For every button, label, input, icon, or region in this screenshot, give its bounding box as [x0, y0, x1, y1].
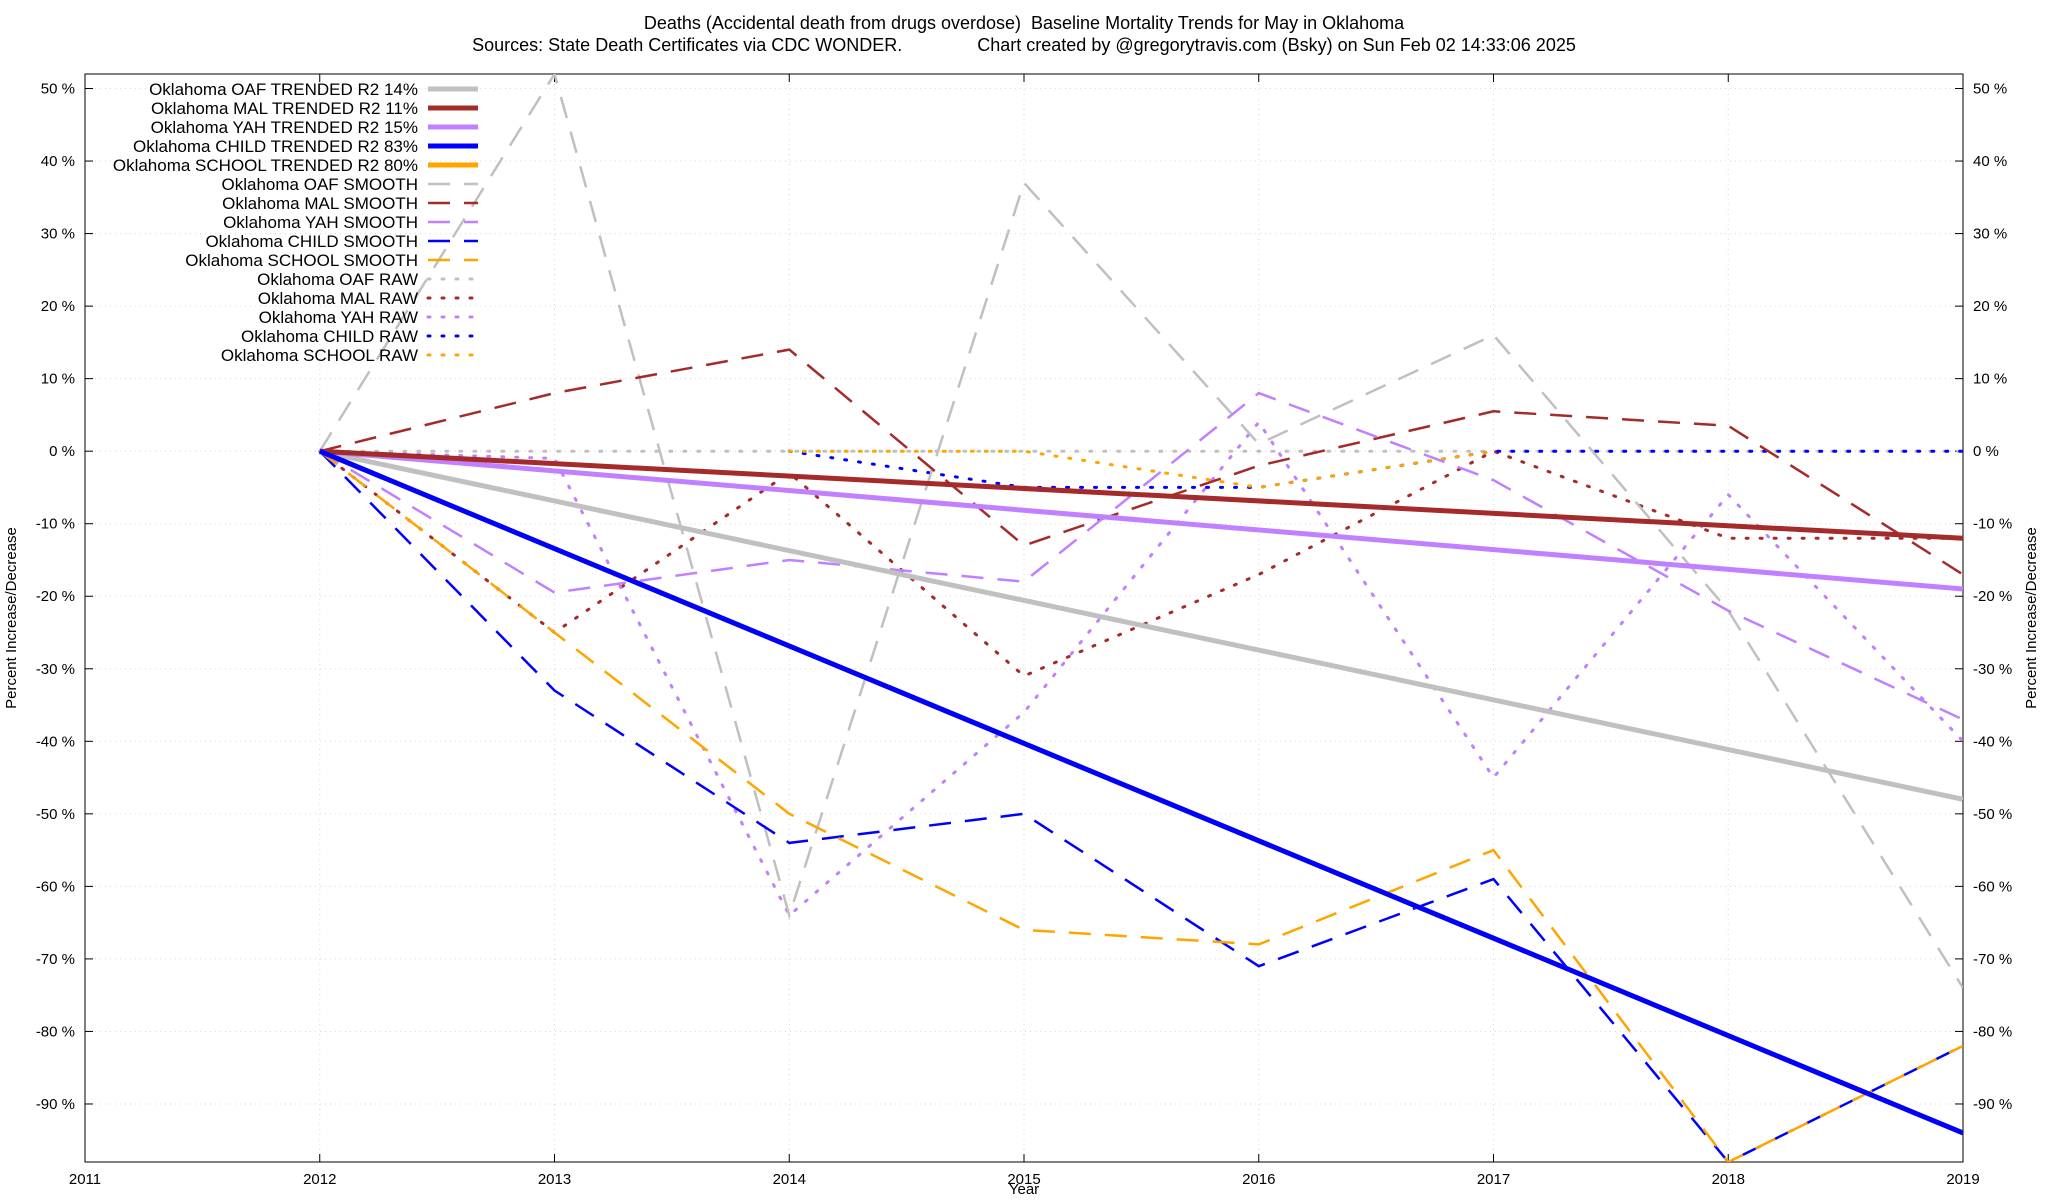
y-tick-label-right: -90 % [1973, 1096, 2012, 1113]
y-tick-label-left: -90 % [36, 1096, 75, 1113]
x-tick-label: 2019 [1946, 1171, 1979, 1188]
legend-label: Oklahoma YAH TRENDED R2 15% [151, 118, 418, 137]
legend-label: Oklahoma YAH SMOOTH [223, 213, 418, 232]
y-tick-label-right: 30 % [1973, 226, 2007, 243]
y-tick-label-left: -30 % [36, 661, 75, 678]
y-axis-label-right: Percent Increase/Decrease [2023, 527, 2040, 709]
legend-label: Oklahoma SCHOOL SMOOTH [185, 251, 418, 270]
series-line-7 [319, 391, 1963, 721]
x-tick-label: 2017 [1477, 1171, 1510, 1188]
legend-label: Oklahoma MAL TRENDED R2 11% [151, 99, 418, 118]
chart-subtitle: Sources: State Death Certificates via CD… [472, 35, 1576, 55]
y-tick-label-left: 30 % [41, 226, 75, 243]
y-tick-label-left: -70 % [36, 951, 75, 968]
y-tick-label-right: -10 % [1973, 516, 2012, 533]
x-tick-label: 2016 [1242, 1171, 1275, 1188]
x-tick-label: 2013 [538, 1171, 571, 1188]
axis-ticks: 2011 2012 2013 2014 2015 2016 2017 2018 2019 50 %… [36, 74, 2012, 1188]
legend-label: Oklahoma SCHOOL RAW [221, 346, 418, 365]
x-tick-label: 2011 [69, 1171, 101, 1188]
y-axis-label-left: Percent Increase/Decrease [3, 527, 20, 709]
series-line-12 [318, 419, 1963, 918]
legend-label: Oklahoma OAF SMOOTH [222, 175, 418, 194]
y-tick-label-right: 50 % [1973, 81, 2007, 98]
x-tick-label: 2012 [303, 1171, 336, 1188]
y-tick-label-left: -10 % [36, 516, 75, 533]
y-tick-label-left: -60 % [36, 878, 75, 895]
legend-label: Oklahoma OAF RAW [257, 270, 418, 289]
y-tick-label-left: 0 % [49, 443, 75, 460]
y-tick-label-left: -40 % [36, 733, 75, 750]
series-line-2 [319, 448, 1963, 592]
y-tick-label-left: 20 % [41, 298, 75, 315]
legend-label: Oklahoma MAL RAW [258, 289, 418, 308]
y-tick-label-left: -80 % [36, 1023, 75, 1040]
x-tick-label: 2014 [773, 1171, 806, 1188]
y-tick-label-right: -70 % [1973, 951, 2012, 968]
series-lines [318, 74, 1963, 1162]
series-line-9 [319, 450, 1963, 1162]
x-axis-label: Year [1009, 1181, 1039, 1198]
series-line-11 [318, 449, 1963, 678]
legend: Oklahoma OAF TRENDED R2 14%Oklahoma MAL … [113, 80, 480, 365]
y-tick-label-right: -30 % [1973, 661, 2012, 678]
series-line-8 [318, 450, 1963, 1162]
y-tick-label-right: -20 % [1973, 588, 2012, 605]
legend-label: Oklahoma YAH RAW [259, 308, 418, 327]
y-tick-label-right: 10 % [1973, 371, 2007, 388]
legend-label: Oklahoma MAL SMOOTH [222, 194, 418, 213]
y-tick-label-right: -50 % [1973, 806, 2012, 823]
y-tick-label-right: 0 % [1973, 443, 1999, 460]
x-tick-label: 2018 [1712, 1171, 1745, 1188]
y-tick-label-left: -20 % [36, 588, 75, 605]
series-line-3 [318, 448, 1963, 1136]
y-tick-label-left: 10 % [41, 371, 75, 388]
legend-label: Oklahoma CHILD TRENDED R2 83% [133, 137, 418, 156]
y-tick-label-right: 40 % [1973, 153, 2007, 170]
legend-label: Oklahoma CHILD RAW [241, 327, 418, 346]
y-tick-label-left: -50 % [36, 806, 75, 823]
y-tick-label-right: -80 % [1973, 1023, 2012, 1040]
legend-label: Oklahoma CHILD SMOOTH [205, 232, 418, 251]
chart-titles: Deaths (Accidental death from drugs over… [0, 12, 2048, 56]
series-line-5 [318, 74, 1963, 989]
chart-title: Deaths (Accidental death from drugs over… [643, 13, 1405, 33]
x-tick-label: 2015 [1007, 1171, 1040, 1188]
y-tick-label-right: -40 % [1973, 733, 2012, 750]
legend-label: Oklahoma OAF TRENDED R2 14% [149, 80, 418, 99]
y-tick-label-right: 20 % [1973, 298, 2007, 315]
series-line-0 [319, 448, 1963, 802]
legend-label: Oklahoma SCHOOL TRENDED R2 80% [113, 156, 418, 175]
y-tick-label-left: 50 % [41, 81, 75, 98]
series-line-6 [319, 348, 1963, 576]
series-line-14 [787, 449, 1495, 489]
series-line-1 [319, 448, 1963, 541]
y-tick-label-left: 40 % [41, 153, 75, 170]
y-tick-label-right: -60 % [1973, 878, 2012, 895]
